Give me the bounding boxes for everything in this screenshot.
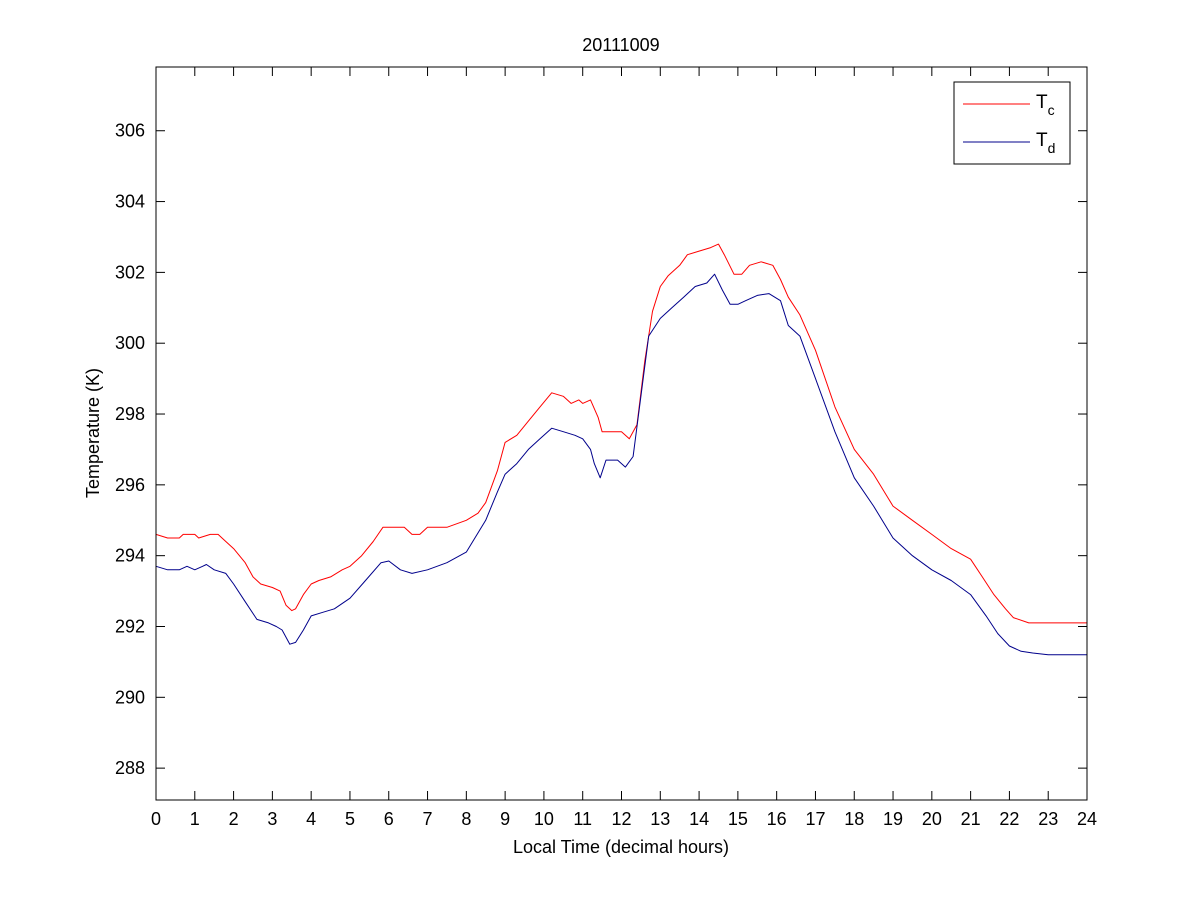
legend-label-td: Td [1036, 130, 1055, 156]
x-tick-label: 18 [844, 809, 864, 829]
y-tick-label: 292 [115, 616, 145, 636]
x-tick-label: 22 [999, 809, 1019, 829]
y-axis-title: Temperature (K) [83, 368, 103, 498]
x-tick-label: 4 [306, 809, 316, 829]
x-tick-label: 17 [805, 809, 825, 829]
legend-label-tc: Tc [1036, 92, 1055, 118]
x-tick-label: 3 [267, 809, 277, 829]
x-tick-label: 14 [689, 809, 709, 829]
x-tick-label: 10 [534, 809, 554, 829]
y-tick-label: 294 [115, 546, 145, 566]
x-tick-label: 19 [883, 809, 903, 829]
chart-title: 20111009 [582, 35, 659, 55]
y-tick-label: 306 [115, 121, 145, 141]
x-tick-label: 20 [922, 809, 942, 829]
y-axis-ticks: 288 290 292 294 296 298 300 302 304 306 [115, 121, 1087, 778]
x-tick-label: 5 [345, 809, 355, 829]
x-tick-label: 11 [573, 809, 592, 829]
y-tick-label: 302 [115, 262, 145, 282]
x-tick-label: 1 [190, 809, 200, 829]
x-tick-label: 13 [650, 809, 670, 829]
x-tick-label: 8 [461, 809, 471, 829]
x-tick-label: 7 [423, 809, 433, 829]
legend: Tc Td [953, 81, 1071, 165]
x-tick-label: 12 [611, 809, 631, 829]
x-tick-label: 16 [767, 809, 787, 829]
series-line-td [155, 273, 1087, 656]
y-tick-label: 298 [115, 404, 145, 424]
series-line-tc [155, 243, 1087, 624]
x-tick-label: 21 [961, 809, 981, 829]
x-axis-ticks: 0 1 2 3 4 5 6 7 8 9 10 11 12 13 14 15 16 17 18 19 20 21 22 23 24 [151, 67, 1097, 829]
y-tick-label: 288 [115, 758, 145, 778]
x-tick-label: 9 [500, 809, 510, 829]
x-tick-label: 15 [728, 809, 748, 829]
x-tick-label: 23 [1038, 809, 1058, 829]
x-axis-title: Local Time (decimal hours) [513, 837, 729, 857]
y-tick-label: 300 [115, 333, 145, 353]
series-layer [155, 243, 1087, 656]
x-tick-label: 6 [384, 809, 394, 829]
y-tick-label: 304 [115, 192, 145, 212]
plot-frame [155, 66, 1088, 801]
legend-box [953, 81, 1071, 165]
x-tick-label: 24 [1077, 809, 1097, 829]
y-tick-label: 290 [115, 687, 145, 707]
x-tick-label: 0 [151, 809, 161, 829]
x-tick-label: 2 [229, 809, 239, 829]
y-tick-label: 296 [115, 475, 145, 495]
